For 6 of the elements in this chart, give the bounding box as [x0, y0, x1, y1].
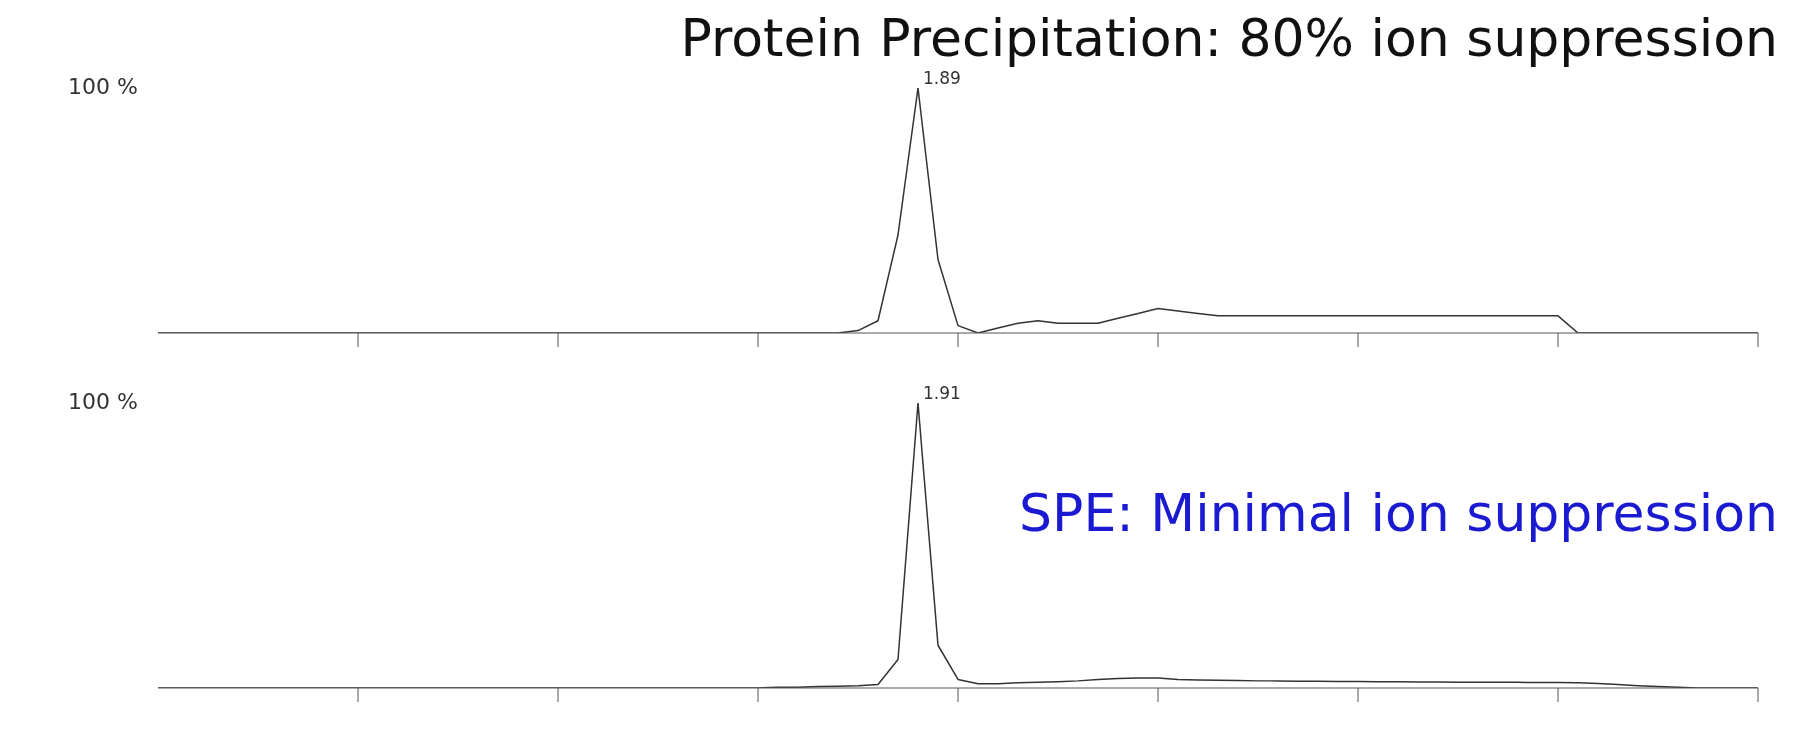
text: 100 % [68, 389, 138, 414]
text: SPE: Minimal ion suppression [1019, 483, 1778, 543]
annotation: 1.91 [923, 383, 961, 404]
annotation: 1.89 [923, 68, 961, 89]
chart-title: Protein Precipitation: 80% ion suppression [680, 8, 1778, 68]
text: 100 % [68, 74, 138, 99]
